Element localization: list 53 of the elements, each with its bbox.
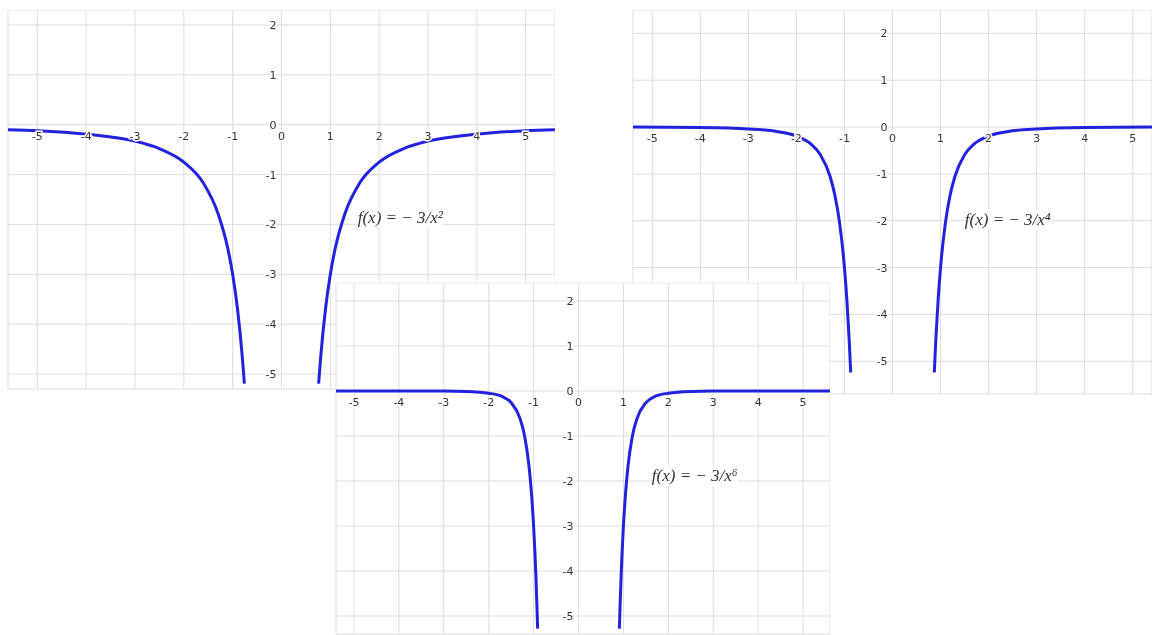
- x-tick-label: -5: [646, 132, 658, 146]
- y-tick-label: -5: [265, 368, 277, 382]
- y-tick-label: 2: [880, 27, 888, 41]
- x-tick-label: -2: [483, 396, 495, 409]
- x-tick-label: 1: [937, 132, 945, 146]
- x-tick-label: -1: [528, 396, 540, 409]
- y-tick-label: -1: [876, 167, 888, 181]
- y-tick-label: 1: [880, 74, 888, 88]
- x-tick-label: -5: [348, 396, 360, 409]
- x-tick-label: -4: [393, 396, 405, 409]
- x-tick-label: 1: [326, 129, 334, 143]
- y-tick-label: 0: [566, 385, 574, 398]
- y-tick-label: 0: [269, 118, 277, 132]
- x-tick-label: -3: [742, 132, 754, 146]
- annotation: f(x) = − 3/x⁶: [651, 466, 738, 487]
- annotation: f(x) = − 3/x²: [357, 207, 443, 228]
- y-tick-label: -3: [876, 261, 888, 275]
- y-tick-label: 1: [566, 340, 574, 353]
- y-tick-label: -2: [876, 214, 888, 228]
- x-tick-label: 2: [664, 396, 672, 409]
- x-tick-label: -3: [438, 396, 450, 409]
- x-tick-label: -5: [31, 129, 43, 143]
- x-tick-label: -2: [178, 129, 190, 143]
- x-tick-label: -4: [694, 132, 706, 146]
- x-tick-label: 4: [754, 396, 762, 409]
- y-tick-label: -1: [265, 168, 277, 182]
- x-tick-label: 5: [799, 396, 807, 409]
- y-tick-label: -4: [876, 308, 888, 322]
- y-tick-label: -4: [562, 565, 574, 578]
- y-tick-label: -3: [562, 520, 574, 533]
- y-tick-label: -5: [876, 355, 888, 369]
- annotation: f(x) = − 3/x⁴: [964, 210, 1051, 231]
- x-tick-label: -3: [129, 129, 141, 143]
- x-tick-label: 3: [424, 129, 432, 143]
- x-tick-label: 2: [375, 129, 383, 143]
- y-tick-label: 2: [269, 18, 277, 32]
- y-tick-label: -1: [562, 430, 574, 443]
- x-tick-label: 1: [619, 396, 627, 409]
- x-tick-label: 0: [575, 396, 583, 409]
- y-tick-label: -4: [265, 318, 277, 332]
- y-tick-label: -2: [265, 218, 277, 232]
- y-tick-label: -2: [562, 475, 574, 488]
- x-tick-label: 3: [709, 396, 717, 409]
- x-tick-label: 3: [1033, 132, 1041, 146]
- y-tick-label: 2: [566, 295, 574, 308]
- y-tick-label: 1: [269, 68, 277, 82]
- x-tick-label: -1: [838, 132, 850, 146]
- x-tick-label: 5: [522, 129, 530, 143]
- x-tick-label: 5: [1129, 132, 1137, 146]
- y-tick-label: -5: [562, 610, 574, 623]
- x-tick-label: 4: [1081, 132, 1089, 146]
- x-tick-label: -1: [227, 129, 239, 143]
- y-tick-label: -3: [265, 268, 277, 282]
